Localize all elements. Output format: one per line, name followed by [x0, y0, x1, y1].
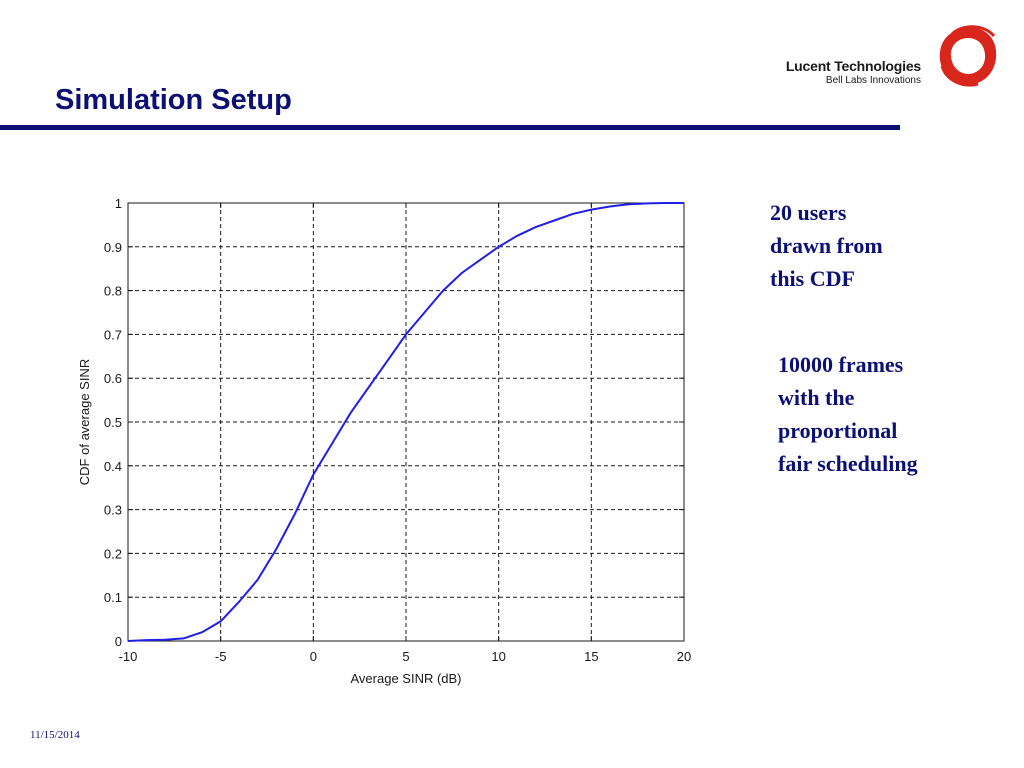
y-tick-label: 0.6 — [104, 371, 122, 386]
y-axis-label: CDF of average SINR — [77, 359, 92, 485]
x-tick-label: -5 — [215, 649, 227, 664]
note-users-line: 20 users — [770, 200, 847, 225]
company-logo-text: Lucent Technologies Bell Labs Innovation… — [786, 58, 921, 86]
slide-title: Simulation Setup — [55, 84, 292, 116]
y-tick-label: 0.2 — [104, 546, 122, 561]
y-tick-label: 0.9 — [104, 240, 122, 255]
y-tick-label: 1 — [115, 196, 122, 211]
note-frames-line: proportional — [778, 418, 898, 443]
x-axis-label: Average SINR (dB) — [350, 671, 461, 686]
y-tick-label: 0.8 — [104, 284, 122, 299]
cdf-series-line — [127, 202, 684, 642]
chart-grid — [128, 203, 684, 641]
footer-date: 11/15/2014 — [30, 729, 80, 741]
x-tick-label: 15 — [584, 649, 598, 664]
x-tick-label: 0 — [310, 649, 317, 664]
x-tick-label: 10 — [491, 649, 505, 664]
note-users-line: drawn from — [770, 233, 883, 258]
logo-company-name: Lucent Technologies — [785, 58, 921, 74]
y-tick-label: 0.5 — [104, 415, 122, 430]
y-tick-label: 0.7 — [104, 327, 122, 342]
chart-ticks: -10 -5 0 5 10 15 20 0 0.1 0.2 0.3 0.4 0.5 0.6 0.7 0.8 0.… — [104, 196, 691, 664]
logo-tagline: Bell Labs Innovations — [825, 75, 921, 86]
note-users-line: this CDF — [770, 266, 855, 291]
y-tick-label: 0.4 — [104, 459, 122, 474]
y-tick-label: 0 — [115, 634, 122, 649]
y-tick-label: 0.3 — [104, 503, 122, 518]
note-frames-line: 10000 frames — [778, 352, 904, 377]
note-frames-line: fair scheduling — [778, 451, 918, 476]
note-users: 20 users drawn from this CDF — [770, 196, 930, 295]
x-tick-label: 20 — [677, 649, 691, 664]
x-tick-label: -10 — [119, 649, 138, 664]
note-frames: 10000 frames with the proportional fair … — [778, 348, 978, 480]
lucent-ring-logo-icon — [939, 25, 997, 87]
y-tick-label: 0.1 — [104, 590, 122, 605]
note-frames-line: with the — [778, 385, 855, 410]
title-underline — [0, 125, 900, 130]
x-tick-label: 5 — [402, 649, 409, 664]
